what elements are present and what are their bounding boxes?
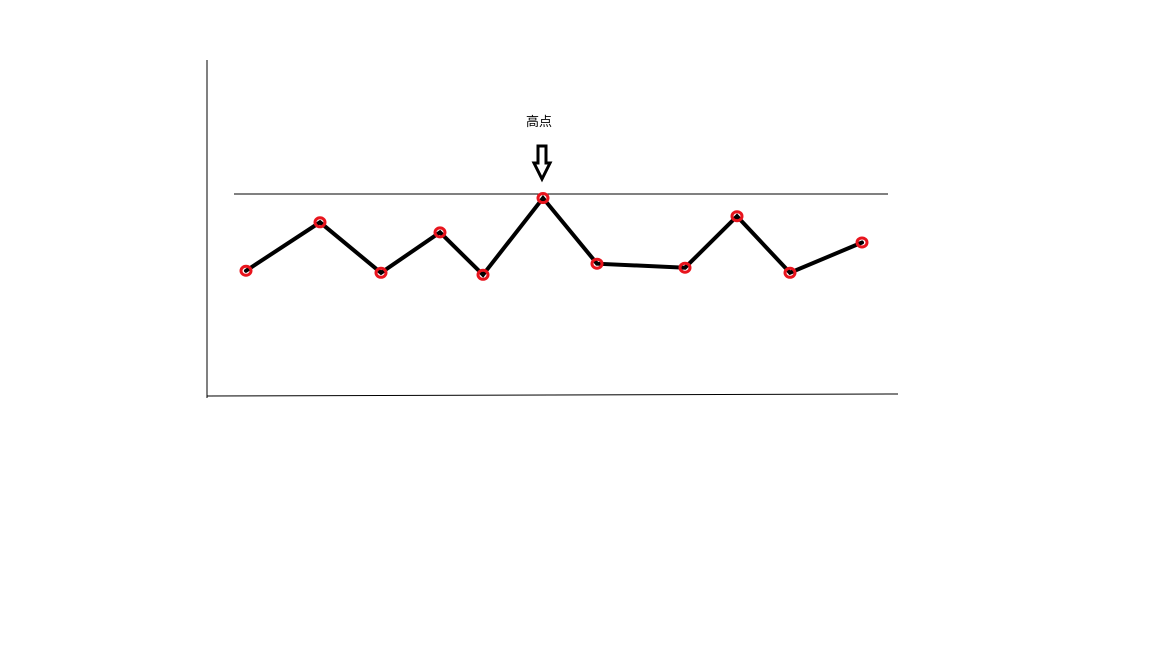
data-point-4 — [433, 226, 447, 239]
data-points — [239, 192, 869, 281]
data-point-3 — [374, 266, 388, 279]
down-arrow-icon — [531, 144, 553, 183]
data-point-1 — [239, 264, 253, 277]
data-point-11 — [855, 236, 869, 249]
data-point-8 — [678, 261, 692, 274]
series-line — [244, 194, 864, 278]
data-point-2 — [313, 216, 327, 229]
data-point-7 — [590, 257, 604, 270]
data-point-5 — [476, 268, 490, 281]
data-point-6 — [536, 192, 550, 205]
annotations: 高点 — [526, 114, 553, 183]
data-point-10 — [783, 266, 797, 279]
x-axis — [206, 393, 899, 397]
data-point-9 — [730, 210, 744, 223]
annotation-label: 高点 — [526, 114, 552, 130]
